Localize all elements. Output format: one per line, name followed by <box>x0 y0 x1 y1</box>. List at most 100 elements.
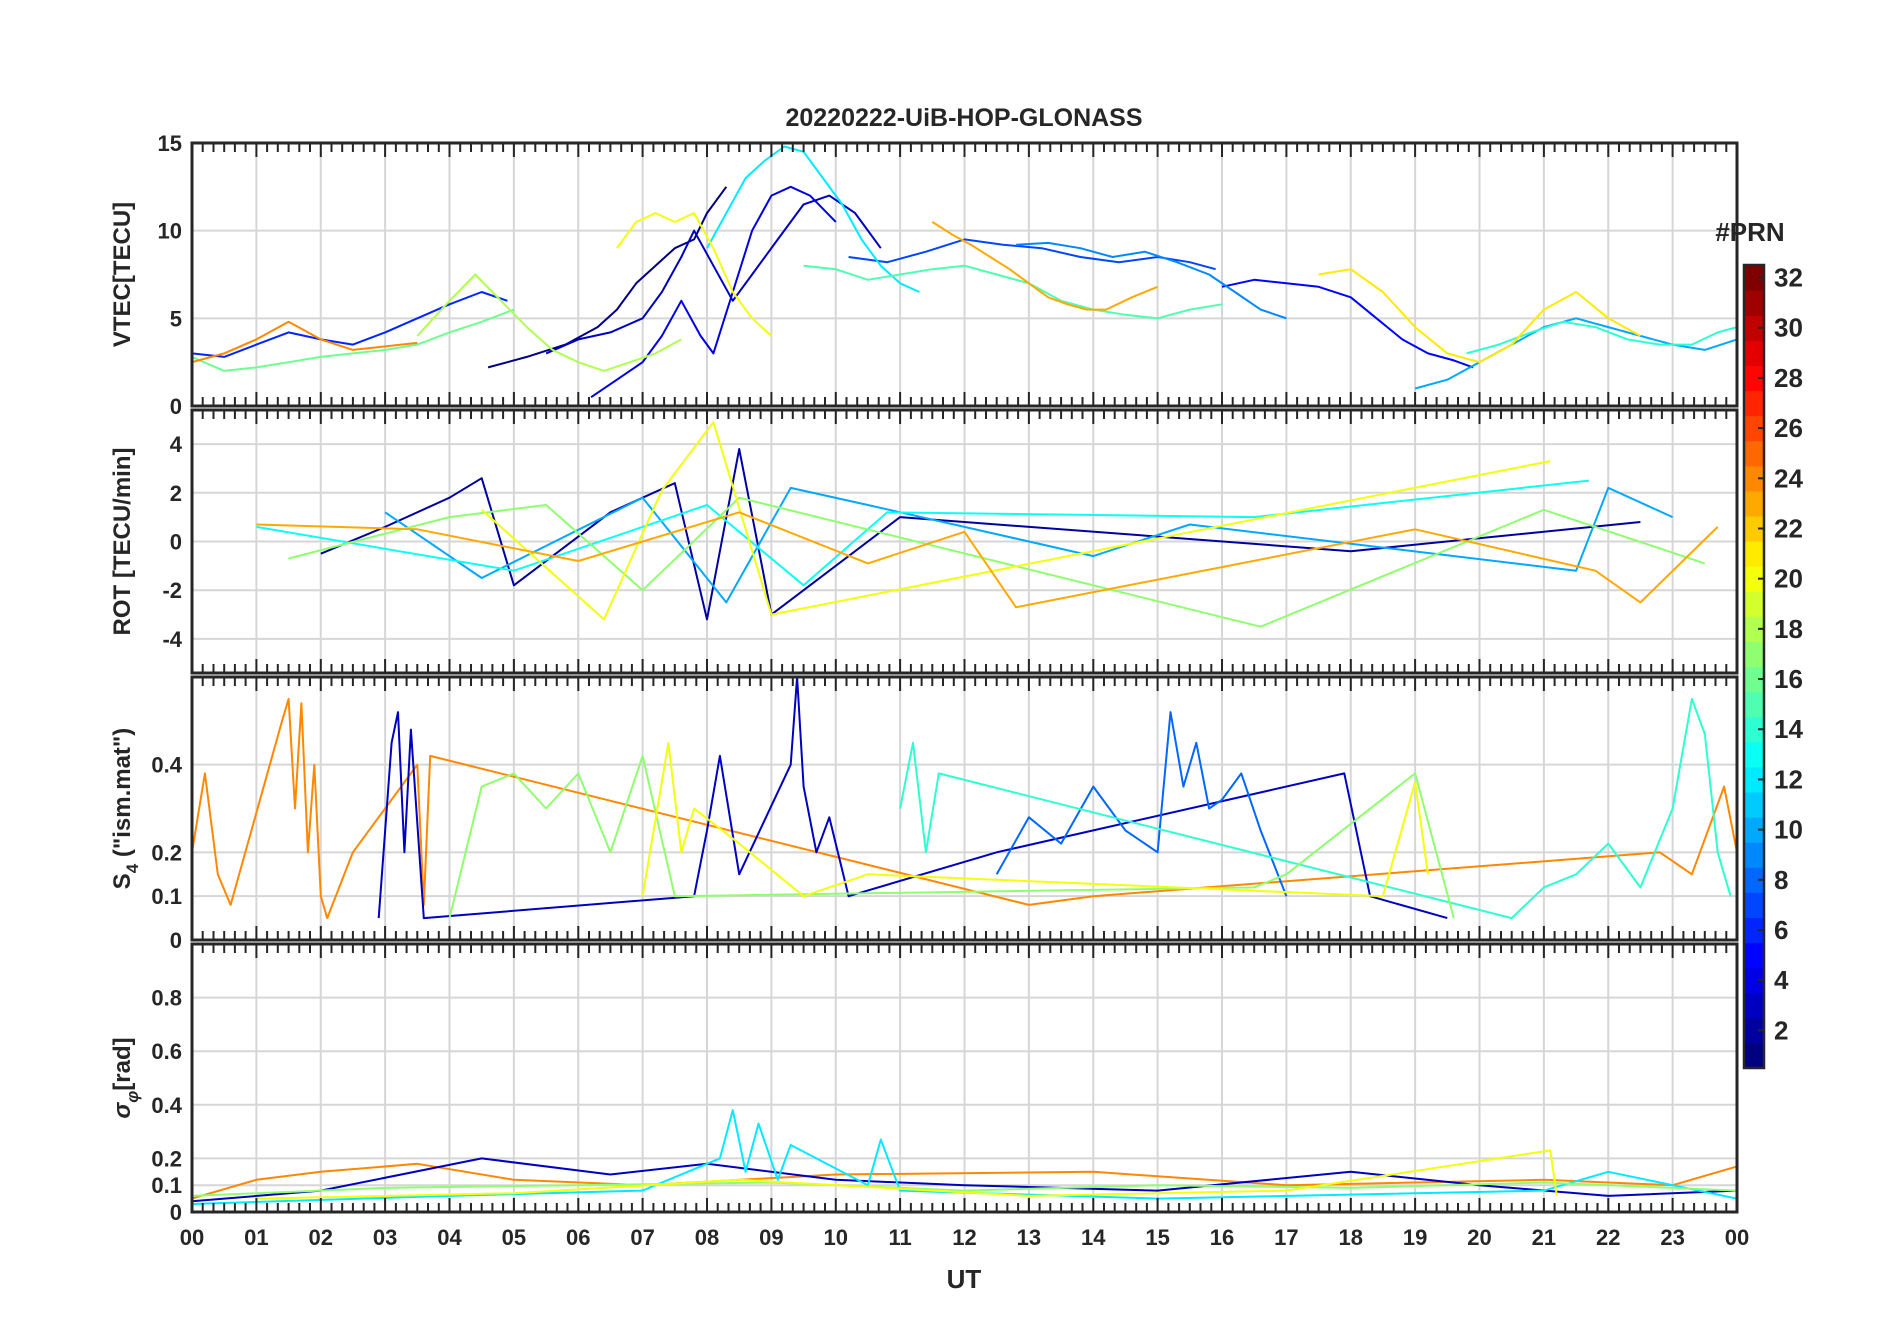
x-tick-label: 13 <box>1017 1225 1041 1250</box>
x-tick-label: 00 <box>180 1225 204 1250</box>
series-line-prn-15 <box>803 264 1223 320</box>
x-tick-label: 07 <box>630 1225 654 1250</box>
x-tick-label: 23 <box>1660 1225 1684 1250</box>
colorbar-segment <box>1744 365 1764 392</box>
colorbar-segment <box>1744 641 1764 668</box>
panel-sigma-phi: 00.10.2 0.4 0.6 0.8 σφ[rad] <box>109 942 1739 1225</box>
y-tick-label: 10 <box>158 219 182 244</box>
series-group <box>256 421 1719 628</box>
x-tick-label: 01 <box>244 1225 268 1250</box>
colorbar-tick-label: 28 <box>1774 363 1803 393</box>
x-tick-label: 02 <box>309 1225 333 1250</box>
series-line-prn-12 <box>706 145 920 293</box>
colorbar-tick-label: 22 <box>1774 513 1803 543</box>
colorbar-segment <box>1744 892 1764 919</box>
colorbar-segment <box>1744 842 1764 868</box>
colorbar-tick-label: 6 <box>1774 915 1788 945</box>
colorbar-segment <box>1744 967 1764 994</box>
colorbar-segment <box>1744 415 1764 442</box>
series-line-prn-3 <box>192 1157 1737 1203</box>
colorbar-segment <box>1744 791 1764 818</box>
colorbar-segment <box>1744 265 1764 291</box>
colorbar-segment <box>1744 591 1764 617</box>
x-tick-label: 18 <box>1339 1225 1363 1250</box>
colorbar-segment <box>1744 992 1764 1019</box>
axes-frame <box>190 141 1739 408</box>
colorbar-tick-label: 10 <box>1774 815 1803 845</box>
colorbar-tick-label: 26 <box>1774 413 1803 443</box>
x-tick-label: 19 <box>1403 1225 1427 1250</box>
colorbar-segment <box>1744 465 1764 492</box>
colorbar-segment <box>1744 390 1764 417</box>
chart-title: 20220222-UiB-HOP-GLONASS <box>785 104 1142 132</box>
y-tick-label: 0.4 <box>151 753 182 778</box>
series-line-prn-21 <box>1318 268 1641 364</box>
x-tick-label: 14 <box>1081 1225 1106 1250</box>
series-line-prn-2 <box>320 448 1641 621</box>
panel-rot: -4 -2 0 2 4 ROT [TECU/min] <box>109 408 1739 675</box>
series-line-prn-9 <box>1015 241 1287 320</box>
series-line-prn-10 <box>384 486 1674 604</box>
y-axis-label-rot: ROT [TECU/min] <box>109 448 136 636</box>
colorbar-segment <box>1744 340 1764 366</box>
series-line-prn-23 <box>256 511 1719 609</box>
colorbar-segment <box>1744 290 1764 316</box>
x-tick-label: 11 <box>888 1225 911 1250</box>
series-line-prn-14 <box>899 697 1732 920</box>
series-line-prn-17 <box>288 496 1706 628</box>
colorbar-segment <box>1744 490 1764 517</box>
y-tick-label: 4 <box>170 432 183 457</box>
colorbar-segment <box>1744 942 1764 969</box>
y-tick-label: -4 <box>162 627 182 652</box>
series-line-prn-20 <box>481 421 1551 621</box>
x-tick-label: 21 <box>1532 1225 1556 1250</box>
y-tick-label: 2 <box>170 481 182 506</box>
y-tick-label: 5 <box>170 306 182 331</box>
series-line-prn-24 <box>192 697 1737 920</box>
series-line-prn-24 <box>192 320 418 364</box>
colorbar-tick-label: 18 <box>1774 614 1803 644</box>
colorbar-segment <box>1744 917 1764 944</box>
colorbar-segment <box>1744 741 1764 768</box>
y-tick-label: 0.2 <box>151 840 182 865</box>
x-tick-label: 09 <box>759 1225 783 1250</box>
axes-frame <box>190 408 1739 675</box>
y-tick-label: 0.8 <box>151 986 182 1011</box>
colorbar-tick-label: 24 <box>1774 463 1803 493</box>
series-line-prn-13 <box>256 479 1590 587</box>
y-axis-label-s4: S4 ("ism.mat") <box>109 728 142 890</box>
colorbar-tick-label: 16 <box>1774 664 1803 694</box>
colorbar-tick-label: 8 <box>1774 865 1788 895</box>
colorbar-segment <box>1744 566 1764 592</box>
series-line-prn-17 <box>192 1181 1737 1197</box>
series-line-prn-4 <box>590 185 837 399</box>
x-tick-label: 00 <box>1725 1225 1749 1250</box>
colorbar-frame <box>1742 263 1766 1070</box>
x-tick-label: 22 <box>1596 1225 1620 1250</box>
colorbar-tick-label: 14 <box>1774 714 1803 744</box>
x-axis-label: UT <box>947 1264 982 1294</box>
colorbar-tick-label: 4 <box>1774 965 1789 995</box>
series-line-prn-18 <box>416 273 682 372</box>
colorbar-segment <box>1744 691 1764 718</box>
colorbar-segment <box>1744 315 1764 341</box>
colorbar-segment <box>1744 1042 1764 1069</box>
colorbar-segment <box>1744 1017 1764 1044</box>
panel-s4: 0 0.1 0.2 0.4 S4 ("ism.mat") <box>109 675 1739 953</box>
colorbar-segment <box>1744 867 1764 893</box>
axes-frame <box>190 675 1739 942</box>
colorbar-segment <box>1744 440 1764 467</box>
y-tick-label: 0 <box>170 1200 182 1225</box>
y-axis-label-sigma-phi: σφ[rad] <box>109 1037 142 1118</box>
x-tick-label: 03 <box>373 1225 397 1250</box>
colorbar-tick-label: 2 <box>1774 1015 1788 1045</box>
series-line-prn-20 <box>256 1149 1558 1200</box>
y-axis-label-vtec: VTEC[TECU] <box>109 202 136 347</box>
series-line-prn-20 <box>641 741 1429 898</box>
series-line-prn-10 <box>1414 317 1737 390</box>
series-line-prn-14 <box>1466 320 1737 355</box>
series-group <box>192 677 1737 920</box>
x-tick-label: 15 <box>1145 1225 1169 1250</box>
series-line-prn-12 <box>192 1109 1737 1205</box>
